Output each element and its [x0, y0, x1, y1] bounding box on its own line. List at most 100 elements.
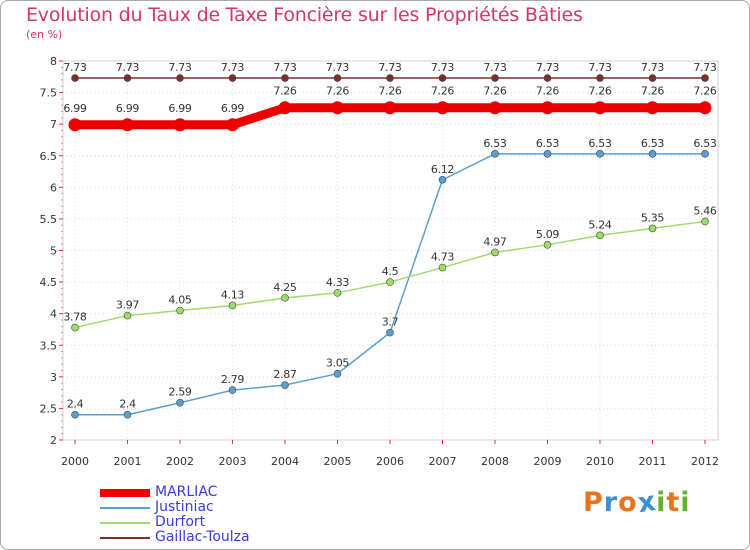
data-point	[121, 118, 134, 132]
x-tick-label: 2012	[691, 455, 719, 468]
data-point	[438, 175, 447, 184]
series-justiniac: 2.4 2.4 2.59 2.79 2.87 3.05 3.7 6.12 6.53 6.53 6.5…	[67, 137, 717, 419]
data-point	[596, 231, 604, 240]
x-tick-label: 2009	[534, 455, 562, 468]
x-tick-label: 2000	[61, 455, 89, 468]
data-point	[648, 74, 657, 82]
data-point	[176, 398, 184, 407]
legend-label: Justiniac	[155, 499, 214, 515]
x-tick-label: 2004	[271, 455, 299, 468]
data-label: 7.73	[431, 61, 455, 74]
data-label: 5.46	[693, 204, 717, 217]
data-point	[68, 118, 82, 132]
data-point	[333, 289, 342, 297]
data-point	[228, 74, 237, 82]
data-label: 7.73	[693, 61, 717, 74]
data-label: 4.33	[326, 276, 350, 289]
y-tick-label: 3.5	[40, 339, 58, 352]
legend-swatch	[100, 537, 150, 539]
x-tick-label: 2002	[166, 455, 194, 468]
data-point	[543, 150, 552, 158]
data-label: 7.26	[431, 85, 455, 98]
data-label: 6.99	[168, 102, 192, 115]
data-point	[596, 74, 604, 82]
legend-swatch	[100, 489, 150, 497]
data-point	[123, 74, 132, 82]
data-label: 7.26	[378, 85, 402, 98]
data-point	[543, 74, 552, 82]
data-label: 6.53	[483, 137, 507, 150]
y-tick-label: 5.5	[40, 213, 58, 226]
data-label: 7.73	[483, 61, 507, 74]
data-label: 7.73	[326, 61, 350, 74]
data-point	[71, 323, 79, 332]
data-point	[386, 74, 394, 82]
data-point	[281, 294, 289, 302]
data-label: 7.26	[693, 85, 717, 98]
data-point	[438, 74, 447, 82]
data-label: 7.73	[273, 61, 297, 74]
x-tick-label: 2008	[481, 455, 509, 468]
data-point	[701, 217, 709, 226]
logo-letter: t	[666, 487, 681, 518]
chart-subtitle: (en %)	[26, 28, 63, 41]
data-point	[226, 118, 239, 132]
y-tick-label: 7.5	[40, 87, 58, 100]
data-point	[436, 101, 449, 115]
y-tick-label: 4	[50, 308, 57, 321]
data-label: 7.26	[641, 85, 665, 98]
legend-label: MARLIAC	[155, 484, 218, 500]
data-label: 4.5	[382, 265, 399, 278]
logo-letter: o	[618, 487, 638, 518]
x-tick-label: 2001	[114, 455, 142, 468]
data-label: 3.05	[326, 357, 350, 370]
legend-swatch	[100, 507, 150, 509]
data-label: 7.26	[273, 85, 297, 98]
data-label: 3.97	[116, 299, 140, 312]
logo-letter: i	[680, 487, 691, 518]
data-point	[698, 101, 712, 115]
y-tick-label: 3	[50, 371, 57, 384]
data-label: 6.99	[116, 102, 140, 115]
proxiti-logo: Proxiti	[583, 485, 691, 520]
data-label: 5.24	[588, 218, 612, 231]
data-label: 6.53	[641, 137, 665, 150]
logo-letter: i	[656, 487, 667, 518]
data-point	[596, 150, 604, 158]
x-tick-label: 2003	[219, 455, 247, 468]
logo-letter: x	[635, 485, 659, 520]
data-point	[701, 74, 709, 82]
data-label: 2.4	[67, 398, 84, 411]
data-point	[438, 263, 447, 272]
data-point	[123, 311, 132, 320]
data-label: 4.05	[168, 294, 192, 307]
data-point	[281, 74, 289, 82]
data-label: 4.97	[483, 235, 507, 248]
data-point	[491, 74, 499, 82]
data-point	[386, 278, 394, 286]
data-label: 7.26	[588, 85, 612, 98]
data-label: 6.53	[693, 137, 717, 150]
y-tick-label: 7	[50, 118, 57, 131]
data-point	[71, 74, 79, 82]
x-tick-label: 2006	[376, 455, 404, 468]
data-point	[386, 328, 394, 337]
data-label: 4.25	[273, 281, 297, 294]
data-point	[123, 410, 132, 419]
data-point	[383, 101, 397, 115]
data-point	[488, 101, 502, 115]
data-label: 6.99	[63, 102, 87, 115]
legend-label: Durfort	[155, 514, 206, 530]
data-label: 7.73	[116, 61, 140, 74]
series-marliac: 6.99 6.99 6.99 6.99 7.26 7.26 7.26 7.26 7.26 7.26…	[63, 85, 717, 132]
data-point	[331, 101, 344, 115]
data-point	[228, 386, 237, 394]
data-label: 6.12	[431, 163, 454, 176]
data-label: 7.73	[168, 61, 192, 74]
data-point	[648, 150, 657, 158]
y-tick-label: 4.5	[40, 276, 58, 289]
data-point	[491, 150, 499, 158]
data-label: 4.73	[431, 251, 455, 264]
data-label: 6.99	[221, 102, 245, 115]
